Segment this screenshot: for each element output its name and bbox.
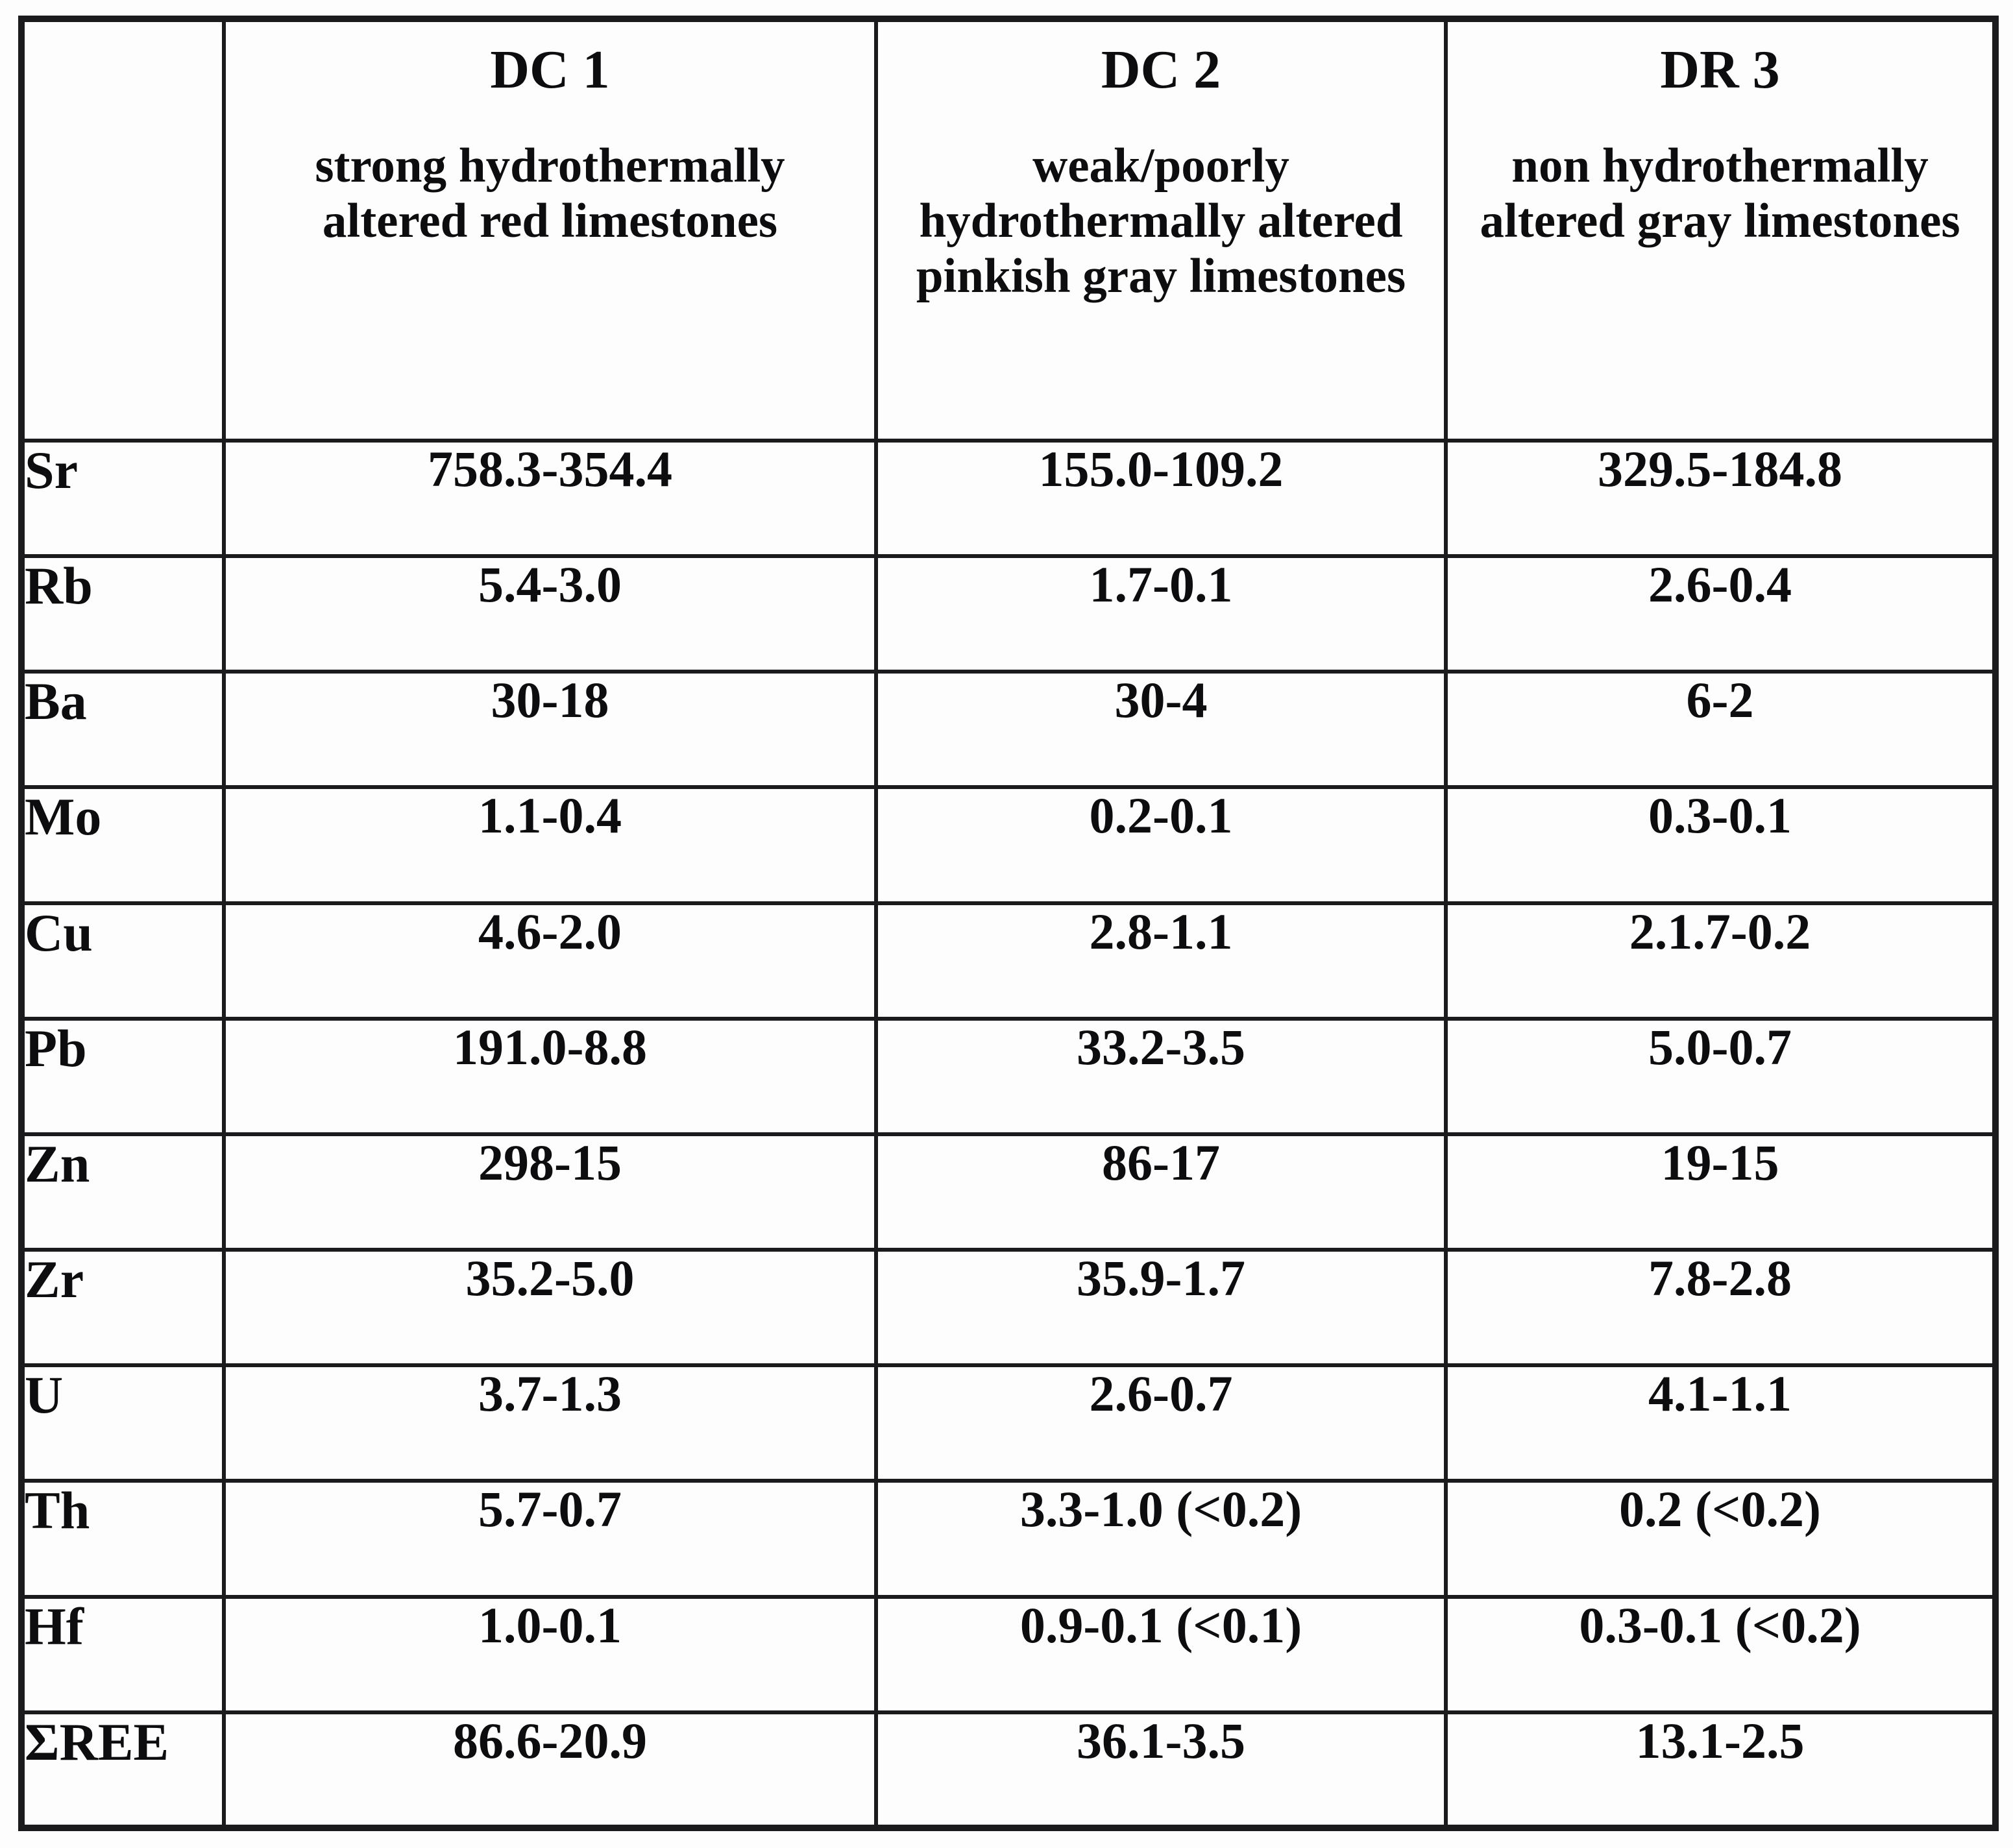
element-label: Mo (19, 785, 226, 905)
value-cell: 5.7-0.7 (222, 1479, 878, 1599)
value-cell: 36.1-3.5 (874, 1710, 1448, 1830)
value-cell: 86.6-20.9 (222, 1710, 878, 1830)
value-cell: 3.7-1.3 (222, 1363, 878, 1483)
value-cell: 30-4 (874, 670, 1448, 790)
column-title: DC 2 (1101, 40, 1221, 100)
element-label: Rb (19, 554, 226, 674)
element-label: Cu (19, 901, 226, 1021)
value-cell: 35.9-1.7 (874, 1248, 1448, 1368)
value-cell: 0.2-0.1 (874, 785, 1448, 905)
value-cell: 2.1.7-0.2 (1444, 901, 1997, 1021)
element-label: U (19, 1363, 226, 1483)
table-row: Ba 30-18 30-4 6-2 (19, 670, 1997, 790)
value-cell: 0.3-0.1 (1444, 785, 1997, 905)
value-cell: 0.2 (<0.2) (1444, 1479, 1997, 1599)
value-cell: 13.1-2.5 (1444, 1710, 1997, 1830)
element-label: Hf (19, 1594, 226, 1714)
table-row: Zr 35.2-5.0 35.9-1.7 7.8-2.8 (19, 1248, 1997, 1368)
value-cell: 19-15 (1444, 1132, 1997, 1252)
value-cell: 1.1-0.4 (222, 785, 878, 905)
value-cell: 4.1-1.1 (1444, 1363, 1997, 1483)
table-row: Th 5.7-0.7 3.3-1.0 (<0.2) 0.2 (<0.2) (19, 1479, 1997, 1599)
value-cell: 2.8-1.1 (874, 901, 1448, 1021)
value-cell: 0.3-0.1 (<0.2) (1444, 1594, 1997, 1714)
value-cell: 5.4-3.0 (222, 554, 878, 674)
table-row: Sr 758.3-354.4 155.0-109.2 329.5-184.8 (19, 438, 1997, 559)
value-cell: 191.0-8.8 (222, 1016, 878, 1136)
column-description: non hydrothermally altered gray limeston… (1480, 139, 1960, 249)
column-description: weak/poorly hydrothermally altered pinki… (916, 139, 1406, 303)
header-row: DC 1 strong hydrothermally altered red l… (19, 17, 1997, 443)
corner-cell (19, 17, 226, 443)
value-cell: 4.6-2.0 (222, 901, 878, 1021)
value-cell: 33.2-3.5 (874, 1016, 1448, 1136)
table-row: Zn 298-15 86-17 19-15 (19, 1132, 1997, 1252)
element-label: Ba (19, 670, 226, 790)
value-cell: 1.0-0.1 (222, 1594, 878, 1714)
column-header-dr3: DR 3 non hydrothermally altered gray lim… (1444, 17, 1997, 443)
table-row: Mo 1.1-0.4 0.2-0.1 0.3-0.1 (19, 785, 1997, 905)
value-cell: 298-15 (222, 1132, 878, 1252)
value-cell: 0.9-0.1 (<0.1) (874, 1594, 1448, 1714)
value-cell: 2.6-0.7 (874, 1363, 1448, 1483)
table-row: Hf 1.0-0.1 0.9-0.1 (<0.1) 0.3-0.1 (<0.2) (19, 1594, 1997, 1714)
table-row: Pb 191.0-8.8 33.2-3.5 5.0-0.7 (19, 1016, 1997, 1136)
element-label: Th (19, 1479, 226, 1599)
value-cell: 3.3-1.0 (<0.2) (874, 1479, 1448, 1599)
table-row: ΣREE 86.6-20.9 36.1-3.5 13.1-2.5 (19, 1710, 1997, 1830)
value-cell: 5.0-0.7 (1444, 1016, 1997, 1136)
table-row: Cu 4.6-2.0 2.8-1.1 2.1.7-0.2 (19, 901, 1997, 1021)
table-row: Rb 5.4-3.0 1.7-0.1 2.6-0.4 (19, 554, 1997, 674)
element-label: Zn (19, 1132, 226, 1252)
geochemistry-table: DC 1 strong hydrothermally altered red l… (18, 16, 1999, 1831)
table-row: U 3.7-1.3 2.6-0.7 4.1-1.1 (19, 1363, 1997, 1483)
element-label: Pb (19, 1016, 226, 1136)
table-body: Sr 758.3-354.4 155.0-109.2 329.5-184.8 Rb 5.4… (19, 438, 1997, 1830)
value-cell: 35.2-5.0 (222, 1248, 878, 1368)
value-cell: 329.5-184.8 (1444, 438, 1997, 559)
value-cell: 86-17 (874, 1132, 1448, 1252)
element-label: ΣREE (19, 1710, 226, 1830)
column-description: strong hydrothermally altered red limest… (315, 139, 785, 249)
value-cell: 7.8-2.8 (1444, 1248, 1997, 1368)
value-cell: 30-18 (222, 670, 878, 790)
column-header-dc1: DC 1 strong hydrothermally altered red l… (222, 17, 878, 443)
value-cell: 6-2 (1444, 670, 1997, 790)
value-cell: 1.7-0.1 (874, 554, 1448, 674)
value-cell: 758.3-354.4 (222, 438, 878, 559)
column-title: DR 3 (1660, 40, 1780, 100)
element-label: Sr (19, 438, 226, 559)
column-title: DC 1 (490, 40, 610, 100)
value-cell: 2.6-0.4 (1444, 554, 1997, 674)
value-cell: 155.0-109.2 (874, 438, 1448, 559)
element-label: Zr (19, 1248, 226, 1368)
column-header-dc2: DC 2 weak/poorly hydrothermally altered … (874, 17, 1448, 443)
